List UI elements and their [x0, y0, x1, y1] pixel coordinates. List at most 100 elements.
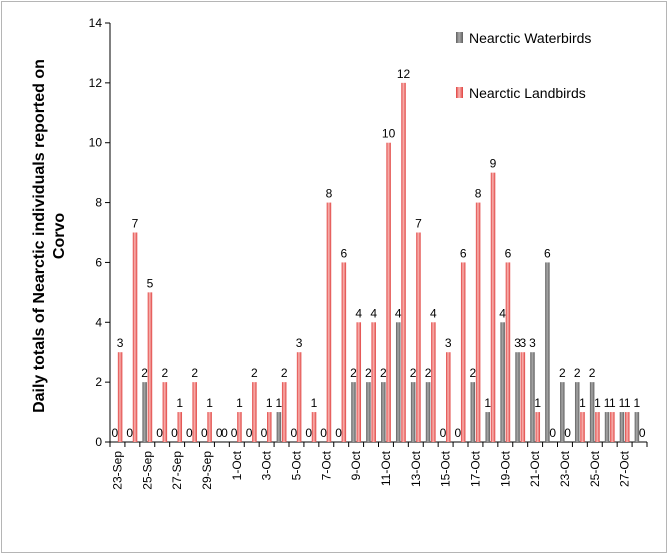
data-label-landbirds: 10: [382, 127, 396, 141]
bar-landbirds: [520, 352, 526, 442]
legend-label-landbirds: Nearctic Landbirds: [469, 85, 586, 101]
data-label-landbirds: 1: [534, 396, 541, 410]
data-label-waterbirds: 0: [320, 426, 327, 440]
bar-landbirds: [505, 262, 511, 442]
x-tick-label: 23-Sep: [110, 451, 124, 490]
data-label-landbirds: 0: [639, 426, 646, 440]
data-label-waterbirds: 4: [395, 306, 402, 320]
data-label-landbirds: 1: [594, 396, 601, 410]
bar-landbirds: [401, 82, 406, 442]
bar-waterbirds: [530, 352, 535, 442]
x-tick-label: 5-Oct: [289, 450, 303, 480]
bar-landbirds: [431, 322, 436, 442]
data-label-waterbirds: 3: [514, 336, 521, 350]
bar-landbirds: [460, 262, 466, 442]
bar-waterbirds: [634, 412, 640, 442]
data-label-landbirds: 4: [370, 306, 377, 320]
data-label-landbirds: 1: [236, 396, 243, 410]
x-tick-label: 21-Oct: [528, 450, 542, 487]
data-label-landbirds: 0: [221, 426, 228, 440]
data-label-waterbirds: 2: [589, 366, 596, 380]
data-label-landbirds: 3: [117, 336, 124, 350]
x-tick-label: 19-Oct: [498, 450, 512, 487]
bar-waterbirds: [395, 322, 401, 442]
y-tick-label: 10: [89, 136, 103, 150]
bar-landbirds: [326, 202, 332, 442]
data-label-waterbirds: 6: [544, 246, 551, 260]
data-label-waterbirds: 2: [559, 366, 566, 380]
x-tick-label: 27-Sep: [170, 451, 184, 490]
data-label-waterbirds: 1: [619, 396, 626, 410]
bar-landbirds: [341, 262, 347, 442]
bar-landbirds: [162, 382, 168, 442]
x-tick-label: 9-Oct: [349, 450, 363, 480]
data-label-landbirds: 1: [609, 396, 616, 410]
data-label-landbirds: 2: [162, 366, 169, 380]
bar-landbirds: [475, 202, 481, 442]
bar-landbirds: [386, 142, 391, 442]
bar-landbirds: [625, 412, 630, 442]
data-label-landbirds: 8: [475, 187, 482, 201]
bar-waterbirds: [560, 382, 565, 442]
x-tick-label: 25-Oct: [588, 450, 602, 487]
bar-landbirds: [535, 412, 541, 442]
data-label-landbirds: 1: [206, 396, 213, 410]
bar-waterbirds: [485, 412, 490, 442]
data-label-landbirds: 3: [445, 336, 452, 350]
data-label-waterbirds: 1: [634, 396, 641, 410]
x-tick-label: 15-Oct: [439, 450, 453, 487]
bar-landbirds: [132, 232, 138, 442]
bar-waterbirds: [425, 382, 431, 442]
bar-waterbirds: [574, 382, 580, 442]
data-label-landbirds: 4: [430, 306, 437, 320]
legend: Nearctic Waterbirds Nearctic Landbirds: [456, 30, 591, 101]
data-label-landbirds: 8: [326, 187, 333, 201]
x-tick-label: 1-Oct: [230, 450, 244, 480]
data-label-landbirds: 7: [132, 217, 139, 231]
data-label-waterbirds: 0: [216, 426, 223, 440]
bar-waterbirds: [545, 262, 550, 442]
data-label-waterbirds: 0: [156, 426, 163, 440]
data-label-landbirds: 2: [281, 366, 288, 380]
bar-waterbirds: [604, 412, 610, 442]
data-label-landbirds: 1: [624, 396, 631, 410]
data-label-waterbirds: 0: [111, 426, 118, 440]
bar-landbirds: [252, 382, 257, 442]
data-label-waterbirds: 0: [335, 426, 342, 440]
bar-landbirds: [192, 382, 197, 442]
bar-landbirds: [311, 412, 317, 442]
data-label-waterbirds: 2: [365, 366, 372, 380]
y-tick-label: 4: [95, 315, 102, 329]
data-label-landbirds: 12: [397, 67, 411, 81]
data-label-waterbirds: 0: [246, 426, 253, 440]
bar-waterbirds: [381, 382, 386, 442]
data-label-waterbirds: 3: [529, 336, 536, 350]
data-label-landbirds: 6: [460, 246, 467, 260]
data-label-landbirds: 1: [176, 396, 183, 410]
bar-waterbirds: [351, 382, 356, 442]
x-tick-label: 23-Oct: [558, 450, 572, 487]
data-label-landbirds: 2: [191, 366, 198, 380]
data-label-waterbirds: 0: [186, 426, 193, 440]
data-label-waterbirds: 2: [141, 366, 148, 380]
bar-landbirds: [610, 412, 615, 442]
bar-landbirds: [356, 322, 362, 442]
data-label-landbirds: 6: [505, 246, 512, 260]
data-label-waterbirds: 0: [290, 426, 297, 440]
data-label-landbirds: 1: [311, 396, 318, 410]
y-tick-label: 0: [95, 435, 102, 449]
data-label-waterbirds: 1: [604, 396, 611, 410]
bar-landbirds: [267, 412, 272, 442]
y-axis-label-line-1: Daily totals of Nearctic individuals rep…: [31, 59, 48, 413]
x-tick-label: 7-Oct: [319, 450, 333, 480]
x-tick-label: 17-Oct: [468, 450, 482, 487]
bar-landbirds: [446, 352, 451, 442]
bar-landbirds: [237, 412, 242, 442]
bar-landbirds: [371, 322, 376, 442]
y-tick-label: 14: [89, 16, 103, 30]
bar-waterbirds: [366, 382, 371, 442]
bar-landbirds: [580, 412, 585, 442]
data-label-waterbirds: 0: [231, 426, 238, 440]
